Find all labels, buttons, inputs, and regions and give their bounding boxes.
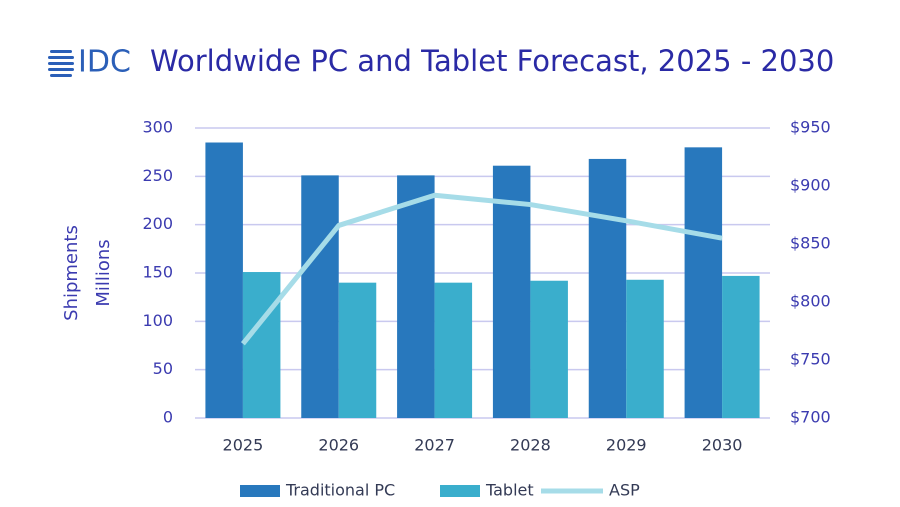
legend-label: Tablet: [485, 481, 534, 500]
x-tick-label: 2026: [318, 436, 359, 455]
x-tick-label: 2030: [702, 436, 743, 455]
x-tick-label: 2028: [510, 436, 551, 455]
logo-icon: [48, 50, 74, 77]
y2-tick-label: $800: [790, 292, 831, 311]
y-tick-label: 150: [142, 263, 173, 282]
legend-label: Traditional PC: [285, 481, 395, 500]
bar: [492, 165, 531, 418]
y-tick-label: 100: [142, 311, 173, 330]
bar: [588, 158, 627, 418]
y2-tick-label: $750: [790, 350, 831, 369]
bar: [626, 279, 664, 418]
bar: [397, 175, 435, 418]
bar: [684, 147, 723, 419]
line: [240, 192, 723, 346]
y2-tick-label: $850: [790, 234, 831, 253]
y-axis-subtitle: Millions: [93, 239, 114, 306]
chart-title: Worldwide PC and Tablet Forecast, 2025 -…: [150, 44, 834, 78]
y2-tick-label: $950: [790, 118, 831, 137]
x-tick-label: 2025: [223, 436, 264, 455]
bar: [242, 272, 281, 418]
bar: [338, 282, 377, 418]
bar: [205, 142, 243, 418]
bar: [301, 175, 339, 418]
y-tick-label: 0: [163, 408, 173, 427]
bar: [722, 275, 760, 418]
x-tick-label: 2027: [414, 436, 455, 455]
y2-tick-label: $900: [790, 176, 831, 195]
y-tick-label: 50: [153, 359, 173, 378]
legend-label: ASP: [609, 481, 640, 500]
x-tick-label: 2029: [606, 436, 647, 455]
y-tick-label: 200: [142, 214, 173, 233]
y-tick-label: 250: [142, 166, 173, 185]
logo: IDC: [78, 45, 131, 80]
bar: [530, 280, 568, 418]
y2-tick-label: $700: [790, 408, 831, 427]
y-axis-title: Shipments: [61, 225, 82, 321]
y-tick-label: 300: [142, 118, 173, 137]
bar: [434, 282, 473, 418]
legend-swatch: [240, 485, 280, 497]
legend-swatch: [440, 485, 480, 497]
